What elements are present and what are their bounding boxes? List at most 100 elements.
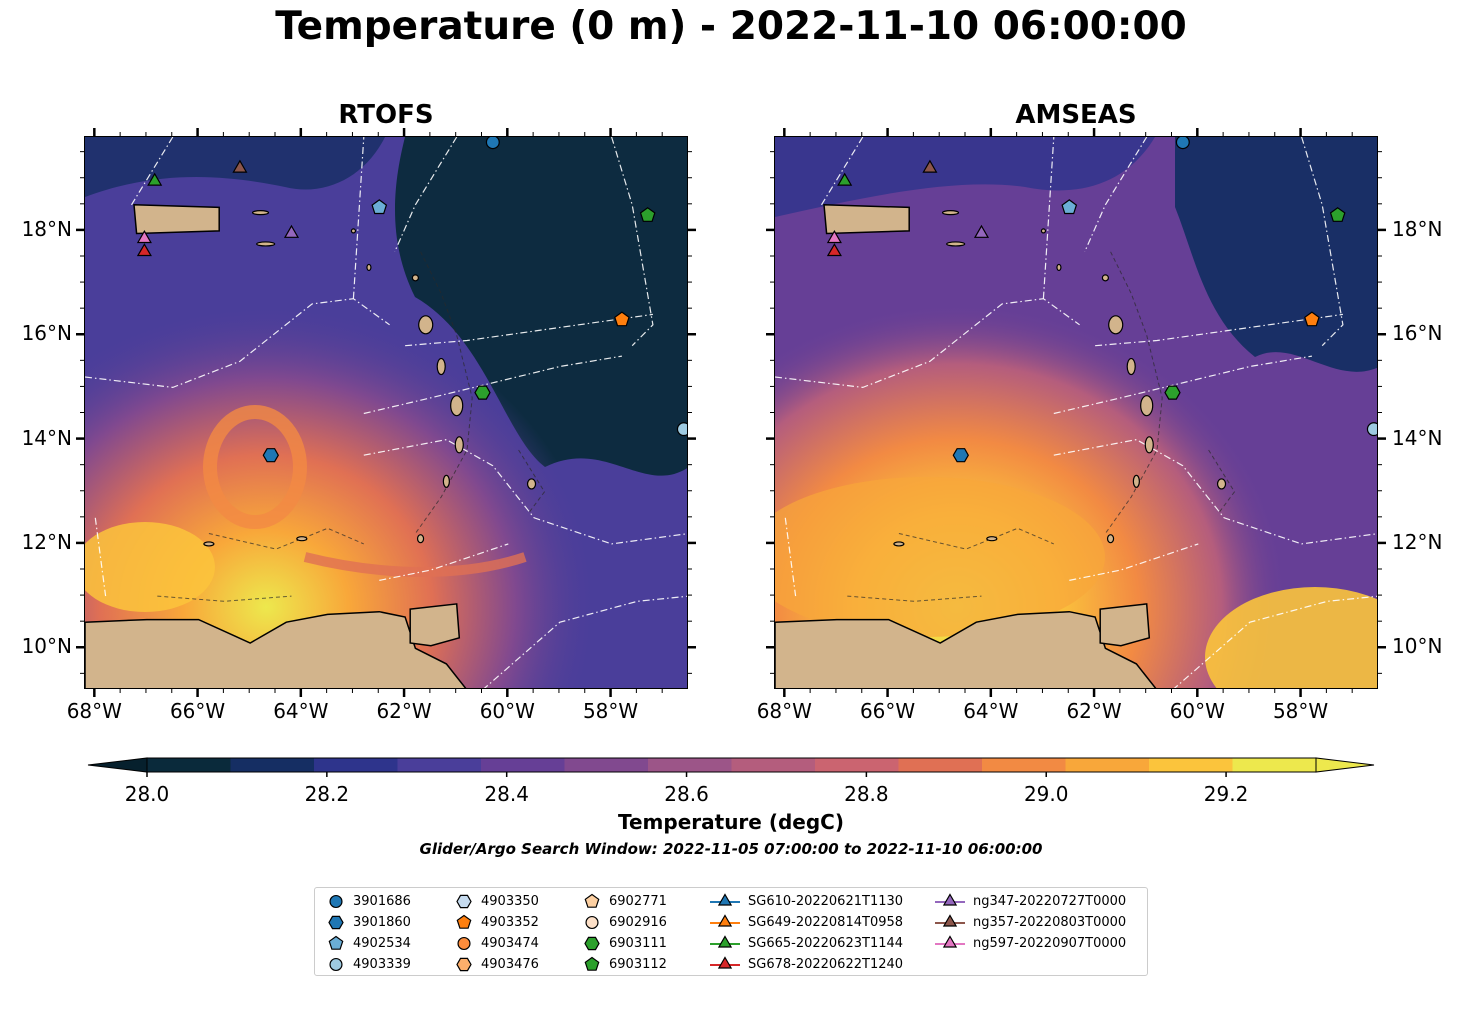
legend-label: 3901860: [353, 914, 411, 930]
eez-boundary: [363, 438, 687, 545]
lon-tick-label: 64°W: [273, 699, 329, 723]
legend-marker: [717, 956, 733, 969]
lon-tick-label: 68°W: [756, 699, 812, 723]
colorbar-tick-label: 28.0: [124, 782, 170, 806]
south-america-land: [85, 610, 467, 688]
triangle-marker-icon: [935, 893, 965, 906]
lon-tick-label: 60°W: [479, 699, 535, 723]
hexagon-marker-icon: [328, 915, 344, 930]
island: [893, 541, 905, 547]
bathymetry-contour: [157, 595, 292, 602]
lon-tick-label: 62°W: [376, 699, 432, 723]
eddy-feature: [203, 405, 307, 529]
legend-item: ng347-20220727T0000: [935, 893, 1126, 909]
colorbar-tick-label: 28.4: [484, 782, 529, 806]
bathymetry-contour: [1104, 251, 1163, 534]
legend-marker: [717, 935, 733, 948]
lon-tick-label: 58°W: [1272, 699, 1329, 723]
platform-4902534: [371, 199, 388, 215]
eez-boundary: [379, 543, 509, 581]
map-amseas[interactable]: [774, 136, 1378, 689]
island: [946, 241, 966, 247]
legend-item: 4903474: [455, 935, 539, 951]
island: [986, 536, 998, 542]
island: [1101, 274, 1109, 282]
eez-boundary: [94, 517, 107, 597]
legend-label: SG649-20220814T0958: [748, 914, 904, 930]
legend-label: 4903476: [481, 956, 539, 972]
map-rtofs[interactable]: [84, 136, 688, 689]
lon-tick-label: 66°W: [169, 699, 226, 723]
island: [1108, 315, 1124, 335]
platform-ng347-20220727T0000: [973, 224, 990, 238]
island: [296, 536, 308, 542]
puerto-rico-land: [133, 204, 220, 235]
legend-item: 6902771: [583, 893, 667, 909]
bathymetry-contour: [414, 251, 473, 534]
platform-4902534: [1061, 199, 1078, 215]
colorbar-segment: [564, 758, 649, 772]
lat-tick-label: 10°N: [1392, 634, 1443, 659]
lon-tick-label: 58°W: [582, 699, 639, 723]
platform-ng347-20220727T0000: [283, 224, 300, 238]
eez-boundary: [1301, 137, 1344, 347]
platform-ng357-20220803T0000: [232, 159, 248, 173]
legend-label: 6902916: [609, 914, 667, 930]
colorbar-tick-label: 29.2: [1203, 782, 1249, 806]
platform-6903111: [474, 385, 491, 400]
colorbar-segment: [397, 758, 482, 772]
triangle-marker-icon: [710, 893, 740, 906]
bathymetry-contour: [1208, 449, 1236, 513]
legend-item: 4903476: [455, 956, 539, 972]
colorbar-tick-label: 29.0: [1023, 782, 1069, 806]
colorbar-tick-label: 28.8: [844, 782, 889, 806]
platform-6903112: [1329, 207, 1346, 222]
bathymetry-contour: [847, 595, 982, 602]
eez-boundary: [1042, 137, 1055, 299]
colorbar-segment: [1065, 758, 1150, 772]
triangle-marker-icon: [710, 914, 740, 927]
eez-boundary: [820, 137, 864, 206]
platform-6903112: [639, 207, 656, 222]
legend-item: 6902916: [583, 914, 667, 930]
triangle-marker-icon: [710, 935, 740, 948]
colorbar: [87, 757, 1375, 777]
eez-boundary: [1095, 313, 1343, 347]
south-america-land: [775, 610, 1157, 688]
legend-label: 4903339: [353, 956, 411, 972]
legend-label: 6903112: [609, 956, 667, 972]
platform-SG678-20220622T1240: [826, 243, 842, 257]
lon-tick-label: 64°W: [963, 699, 1019, 723]
trinidad-land: [409, 603, 461, 647]
platform-3901686: [1175, 137, 1190, 150]
island: [450, 395, 464, 417]
legend-marker: [585, 915, 599, 930]
colorbar-segment: [815, 758, 899, 772]
island: [442, 474, 450, 488]
legend-label: SG665-20220623T1144: [748, 935, 904, 951]
island: [1140, 395, 1154, 417]
eez-boundary: [130, 137, 174, 206]
platform-3901860: [262, 448, 279, 463]
legend-label: 4903474: [481, 935, 539, 951]
platform-3901860: [952, 448, 969, 463]
circle-marker-icon: [585, 915, 599, 930]
pentagon-marker-icon: [328, 935, 344, 950]
legend-item: ng597-20220907T0000: [935, 935, 1126, 951]
lat-tick-label: 10°N: [21, 634, 72, 659]
lat-tick-label: 18°N: [21, 216, 72, 241]
legend-label: SG678-20220622T1240: [748, 956, 904, 972]
circle-marker-icon: [329, 894, 343, 909]
platform-3901686: [485, 137, 500, 150]
legend-item: 3901686: [327, 893, 411, 909]
warm-patch: [85, 522, 215, 612]
eez-boundary: [363, 355, 622, 415]
colorbar-segment: [731, 758, 816, 772]
lat-tick-label: 16°N: [1392, 321, 1443, 346]
colorbar-segment: [147, 758, 231, 772]
panel-title-rtofs: RTOFS: [338, 100, 434, 130]
island: [416, 534, 425, 544]
colorbar-segment: [1149, 758, 1233, 772]
triangle-marker-icon: [710, 956, 740, 969]
legend-label: ng347-20220727T0000: [973, 893, 1127, 909]
